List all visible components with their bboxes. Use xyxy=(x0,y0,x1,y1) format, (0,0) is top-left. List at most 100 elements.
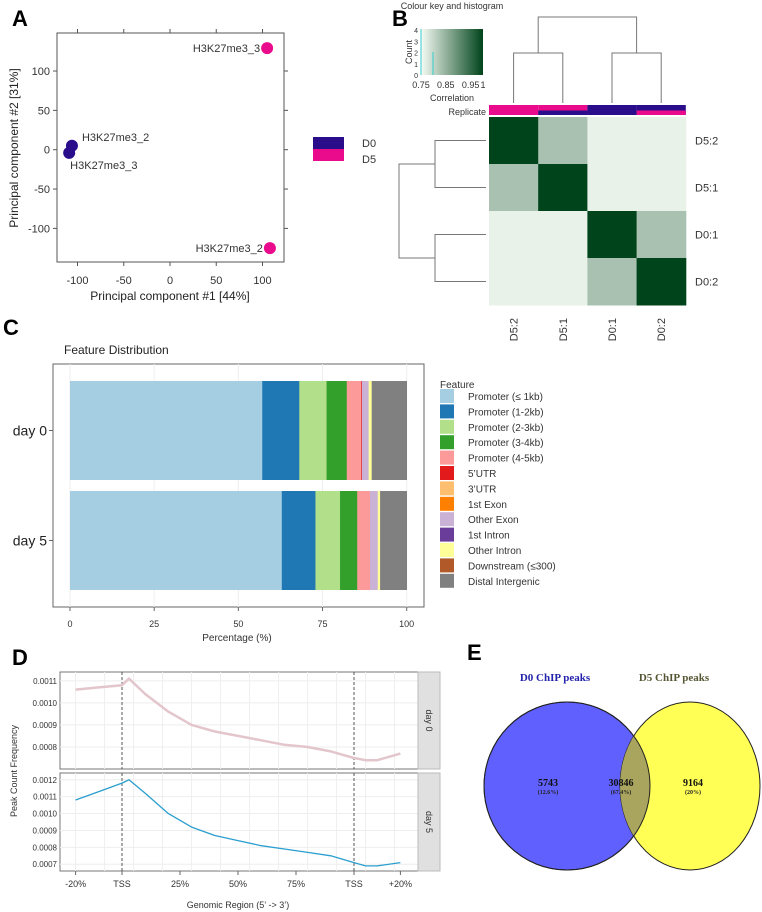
profile-y-tick-label: 0.0008 xyxy=(33,743,58,752)
heatmap-column-label: D0:1 xyxy=(607,318,619,341)
profile-y-tick-label: 0.0011 xyxy=(33,677,57,686)
feature-bar-segment xyxy=(315,491,341,590)
colour-key-y-label: Count xyxy=(404,40,414,65)
venn-region-percent: (67.4%) xyxy=(611,789,632,796)
column-dendrogram-root xyxy=(537,16,638,53)
profile-x-tick-label: 25% xyxy=(171,879,189,889)
pca-x-tick-label: 0 xyxy=(167,275,173,287)
heatmap-cell xyxy=(538,117,588,165)
colour-key-title: Colour key and histogram xyxy=(401,1,504,11)
venn-region-percent: (20%) xyxy=(685,789,701,796)
heatmap-column-label: D5:1 xyxy=(558,318,570,341)
legend-label-d0: D0 xyxy=(362,138,376,150)
panel-letter-d: D xyxy=(12,645,28,670)
profile-facet-frame xyxy=(59,772,419,872)
feature-bar-segment xyxy=(380,491,407,590)
feature-legend-label: 1st Intron xyxy=(468,531,510,542)
replicate-annotation-cell xyxy=(636,105,686,115)
feature-bar-segment xyxy=(357,491,371,590)
feature-bar-segment xyxy=(70,381,263,480)
feature-x-tick-label: 0 xyxy=(67,619,72,629)
heatmap-cell xyxy=(538,211,588,259)
heatmap-row-label: D0:2 xyxy=(695,277,718,289)
venn-set-label-d5: D5 ChIP peaks xyxy=(639,672,710,684)
heatmap-cell xyxy=(489,211,539,259)
profile-x-label: Genomic Region (5’ -> 3’) xyxy=(187,900,289,910)
column-dendrogram-branch xyxy=(611,52,662,103)
pca-point xyxy=(261,42,274,55)
colour-key-y-tick: 3 xyxy=(414,39,418,46)
colour-key-gradient xyxy=(421,29,483,75)
feature-legend-label: 1st Exon xyxy=(468,500,507,511)
venn-diagram: D0 ChIP peaks D5 ChIP peaks 5743(12.6%) 308… xyxy=(483,672,761,871)
feature-legend-label: 3’UTR xyxy=(468,484,496,495)
feature-chart-title: Feature Distribution xyxy=(64,343,169,357)
venn-circle-d0-outline xyxy=(483,701,651,871)
feature-legend-swatch xyxy=(440,466,454,480)
pca-point xyxy=(263,242,276,255)
feature-legend-label: Promoter (1-2kb) xyxy=(468,407,544,418)
profile-x-tick-label: -20% xyxy=(65,879,86,889)
pca-y-label: Principal component #2 [31%] xyxy=(7,68,21,227)
profile-y-tick-label: 0.0009 xyxy=(33,721,58,730)
feature-legend-swatch xyxy=(440,389,454,403)
pca-plot: Principal component #1 [44%] Principal c… xyxy=(7,29,376,303)
venn-region-count: 9164 xyxy=(683,778,703,789)
pca-x-tick-label: 100 xyxy=(253,275,271,287)
feature-bar-segment xyxy=(281,491,316,590)
heatmap-column-label: D0:2 xyxy=(656,318,668,341)
profile-y-label: Peak Count Frequency xyxy=(9,724,19,817)
heatmap-row-label: D5:1 xyxy=(695,183,718,195)
feature-legend-swatch xyxy=(440,527,454,542)
heatmap-cell xyxy=(489,258,539,306)
feature-legend-swatch xyxy=(440,450,454,465)
feature-bar-segment xyxy=(326,381,348,480)
correlation-heatmap: Colour key and histogram Count Correlati… xyxy=(398,1,718,341)
replicate-annotation-cell xyxy=(538,105,588,115)
profile-y-tick-label: 0.0007 xyxy=(33,860,58,869)
feature-bar-segment xyxy=(70,491,283,590)
replicate-label: Replicate xyxy=(448,107,486,117)
pca-point-label: H3K27me3_2 xyxy=(196,243,263,255)
feature-bar-segment xyxy=(371,381,407,480)
venn-set-label-d0: D0 ChIP peaks xyxy=(520,672,591,684)
pca-plot-frame xyxy=(56,32,285,263)
venn-region-count: 30846 xyxy=(609,778,634,789)
pca-point xyxy=(63,146,76,159)
panel-letter-c: C xyxy=(3,315,19,340)
pca-x-label: Principal component #1 [44%] xyxy=(90,289,249,303)
pca-point-label: H3K27me3_3 xyxy=(70,160,137,172)
row-dendrogram-branch xyxy=(434,234,486,282)
colour-key-y-tick: 2 xyxy=(414,51,418,58)
panel-letter-e: E xyxy=(467,640,482,665)
feature-legend-swatch xyxy=(440,481,454,496)
legend-swatch-d5 xyxy=(313,149,344,161)
feature-legend-label: Promoter (2-3kb) xyxy=(468,423,544,434)
pca-y-tick-label: 0 xyxy=(44,145,50,157)
feature-legend-label: Other Exon xyxy=(468,515,519,526)
colour-key-x-label: Correlation xyxy=(430,93,474,103)
feature-bar-segment xyxy=(340,491,358,590)
profile-x-tick-label: +20% xyxy=(389,879,412,889)
replicate-annotation-cell xyxy=(489,105,539,115)
heatmap-cell xyxy=(587,164,638,212)
feature-legend-title: Feature xyxy=(440,380,475,391)
pca-point-label: H3K27me3_2 xyxy=(82,132,149,144)
profile-y-tick-label: 0.0010 xyxy=(33,810,58,819)
pca-x-tick-label: -100 xyxy=(66,275,88,287)
profile-x-tick-label: TSS xyxy=(345,879,363,889)
feature-x-tick-label: 100 xyxy=(399,619,414,629)
feature-bar-segment xyxy=(377,491,381,590)
replicate-annotation-cell-secondary xyxy=(636,110,686,115)
pca-y-tick-label: -50 xyxy=(34,184,50,196)
colour-key-y-tick: 4 xyxy=(414,28,418,35)
replicate-annotation-cell-secondary xyxy=(538,110,588,115)
profile-y-tick-label: 0.0012 xyxy=(33,776,58,785)
pca-x-tick-label: 50 xyxy=(210,275,222,287)
feature-category-label: day 0 xyxy=(13,423,47,439)
pca-y-tick-label: 100 xyxy=(32,66,50,78)
feature-legend-swatch xyxy=(440,496,454,511)
feature-x-tick-label: 50 xyxy=(233,619,243,629)
row-dendrogram-branch xyxy=(434,140,486,188)
